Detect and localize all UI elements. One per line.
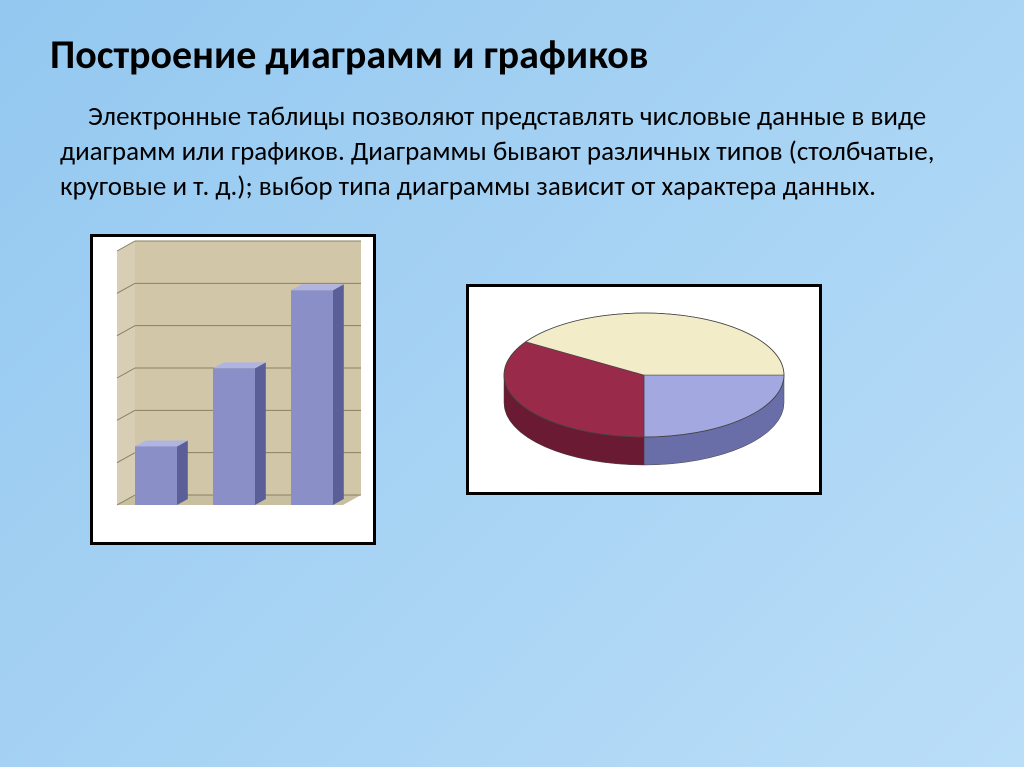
bar-chart (93, 237, 373, 542)
slide-body-text: Электронные таблицы позволяют представля… (60, 99, 964, 204)
pie-chart-frame (466, 284, 822, 495)
pie-chart-svg (469, 287, 819, 487)
bar-chart-svg (93, 237, 373, 537)
pie-chart (469, 287, 819, 492)
bar-chart-frame (90, 234, 376, 545)
slide-title: Построение диаграмм и графиков (50, 30, 964, 79)
charts-container (60, 234, 964, 545)
